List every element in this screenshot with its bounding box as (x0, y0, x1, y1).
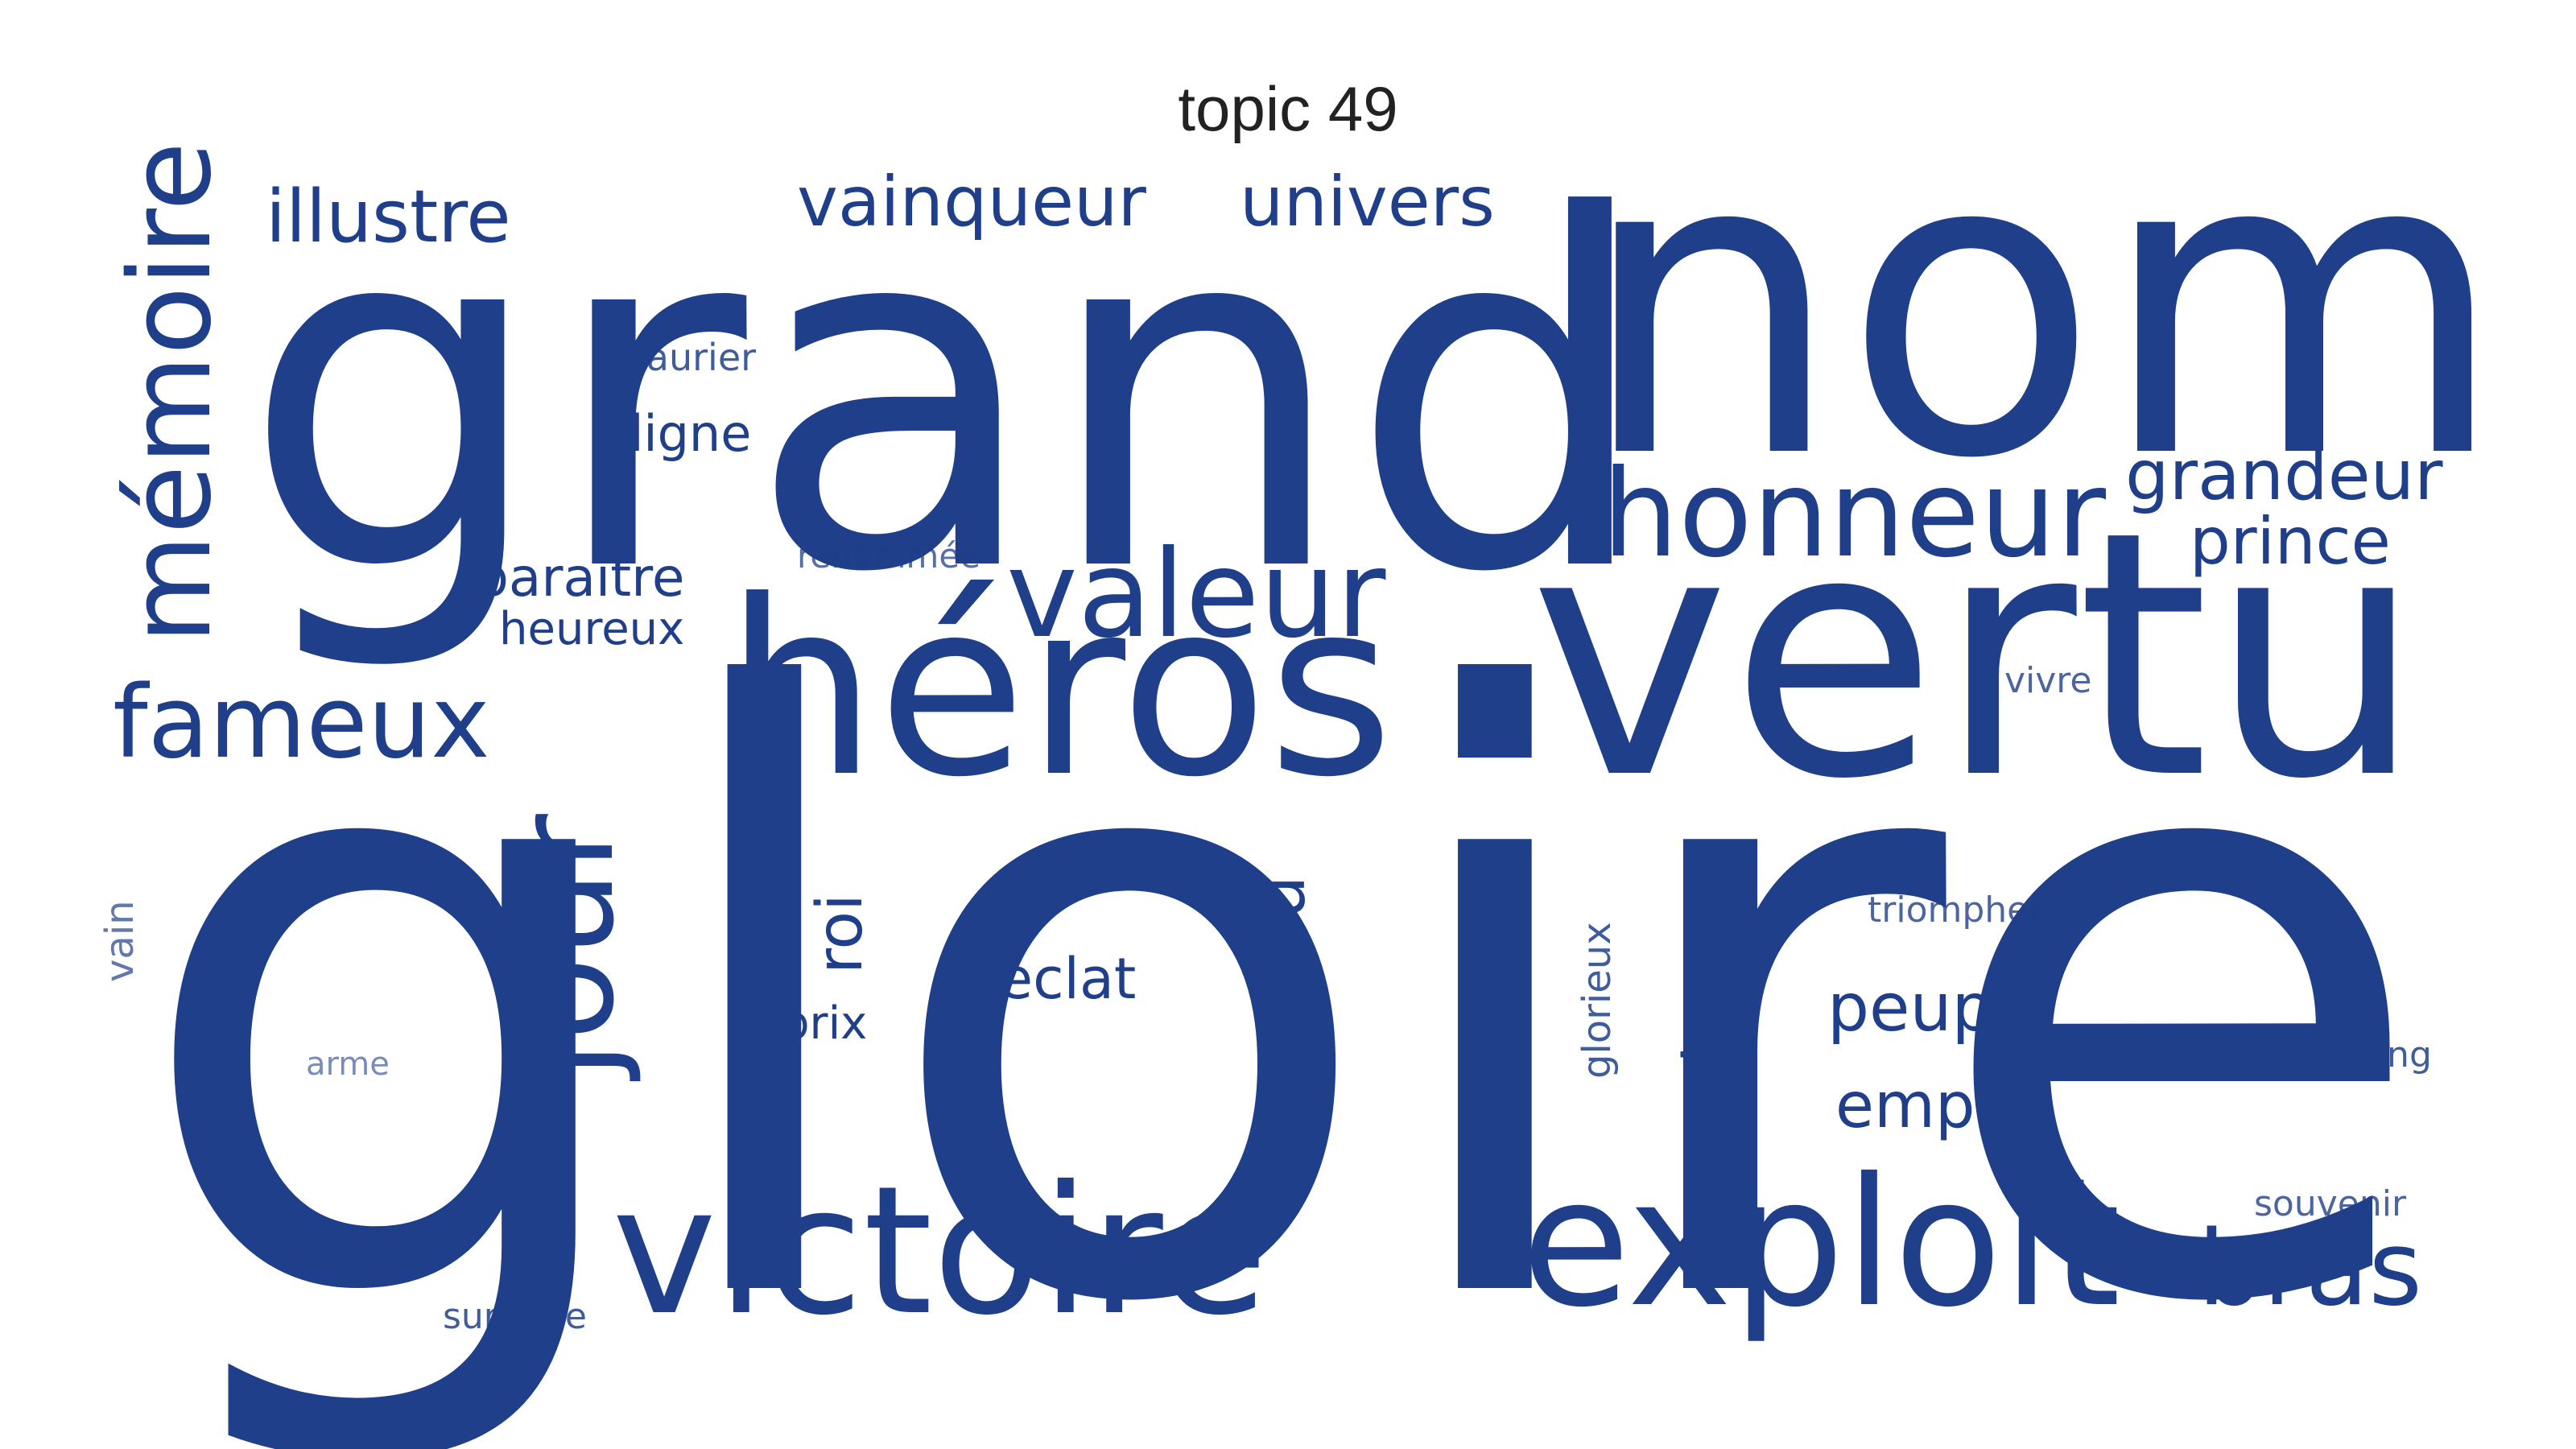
word-peuple: peuple (1827, 970, 2053, 1046)
word-valeur: valeur (1006, 525, 1386, 665)
word-vertu: vertu (1530, 460, 2424, 853)
word-nouveau: nouveau (1241, 875, 1321, 1175)
word-grand: grand (242, 115, 1655, 678)
word-superbe: superbe (443, 1296, 587, 1337)
word-prince: prince (2190, 504, 2391, 579)
word-vain: vain (97, 900, 142, 982)
word-heureux: heureux (499, 603, 684, 655)
word-éclat: éclat (998, 946, 1136, 1012)
word-roi: roi (804, 894, 877, 974)
word-cœur: cœur (2206, 1034, 2325, 1086)
word-prix: prix (781, 997, 867, 1050)
word-triompher: triompher (1868, 890, 2044, 931)
word-grandeur: grandeur (2125, 436, 2443, 516)
word-univers: univers (1240, 162, 1495, 242)
word-vaincre: vaincre (1670, 901, 1747, 1143)
word-souvenir: souvenir (2254, 1183, 2407, 1224)
word-mémoire: mémoire (105, 142, 237, 644)
word-victoire: victoire (612, 1148, 1268, 1354)
word-lieu: lieu (217, 1180, 287, 1225)
word-digne: digne (612, 404, 751, 463)
word-illustre: illustre (266, 175, 511, 259)
word-renommée: renommée (797, 536, 980, 576)
word-gloire: gloire (129, 526, 2434, 1449)
word-bras: bras (2198, 1209, 2422, 1329)
word-fameux: fameux (113, 665, 490, 781)
word-vivre: vivre (2004, 660, 2092, 701)
word-laurier: laurier (636, 336, 756, 379)
word-jour: jour (485, 814, 645, 1082)
word-nom: nom (1578, 62, 2507, 550)
word-honneur: honneur (1602, 444, 2106, 584)
word-glorieux: glorieux (1575, 922, 1620, 1079)
word-vainqueur: vainqueur (797, 162, 1147, 242)
word-empire: empire (1835, 1070, 2056, 1142)
word-paraître: paraître (475, 547, 684, 609)
chart-title: topic 49 (1178, 73, 1398, 144)
word-rang: rang (2351, 1034, 2432, 1075)
word-arme: arme (306, 1046, 390, 1083)
word-héros: héros (724, 549, 1393, 830)
word-exploit: exploit (1521, 1140, 2120, 1346)
